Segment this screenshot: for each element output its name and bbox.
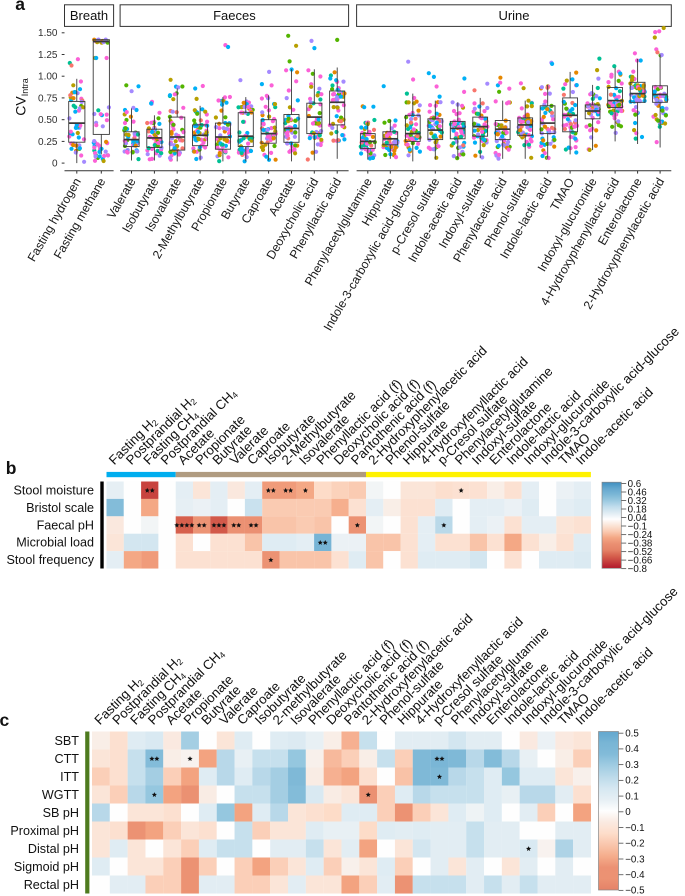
svg-text:c: c (0, 710, 10, 730)
svg-text:0.4: 0.4 (625, 744, 639, 755)
svg-text:b: b (6, 458, 17, 478)
svg-text:0.75: 0.75 (38, 93, 58, 104)
svg-text:Distal pH: Distal pH (28, 842, 79, 856)
svg-text:−0.3: −0.3 (625, 854, 645, 865)
svg-text:Stool frequency: Stool frequency (6, 553, 94, 567)
svg-text:0: 0 (625, 807, 631, 818)
svg-text:Rectal pH: Rectal pH (24, 878, 79, 892)
svg-text:0.6: 0.6 (628, 479, 642, 490)
svg-text:Faecal pH: Faecal pH (37, 518, 94, 532)
svg-text:1.00: 1.00 (38, 72, 58, 83)
svg-text:1.25: 1.25 (38, 50, 58, 61)
svg-text:−0.52: −0.52 (628, 547, 653, 558)
svg-text:0.50: 0.50 (38, 115, 58, 126)
svg-text:CTT: CTT (55, 752, 80, 766)
svg-text:Bristol scale: Bristol scale (26, 501, 94, 515)
svg-text:−0.24: −0.24 (628, 530, 653, 541)
svg-text:−0.2: −0.2 (625, 839, 644, 850)
svg-text:Proximal pH: Proximal pH (10, 824, 79, 838)
svg-text:a: a (15, 0, 25, 14)
svg-text:0.2: 0.2 (625, 776, 639, 787)
svg-text:1.50: 1.50 (38, 28, 58, 39)
svg-text:WGTT: WGTT (42, 788, 79, 802)
svg-text:−0.1: −0.1 (625, 823, 644, 834)
svg-text:Urine: Urine (498, 8, 529, 23)
svg-text:Faeces: Faeces (213, 8, 256, 23)
svg-text:SB pH: SB pH (43, 806, 79, 820)
svg-text:−0.4: −0.4 (625, 870, 645, 881)
svg-text:0: 0 (52, 159, 58, 170)
svg-text:0.04: 0.04 (628, 513, 648, 524)
svg-text:−0.8: −0.8 (628, 564, 648, 575)
svg-text:0.46: 0.46 (628, 487, 648, 498)
svg-text:Microbial load: Microbial load (16, 536, 94, 550)
svg-text:−0.38: −0.38 (628, 538, 653, 549)
svg-text:0.1: 0.1 (625, 791, 639, 802)
svg-text:−0.1: −0.1 (628, 521, 647, 532)
svg-text:Breath: Breath (70, 8, 108, 23)
svg-text:−0.66: −0.66 (628, 555, 653, 566)
svg-text:0.3: 0.3 (625, 760, 639, 771)
svg-text:0.32: 0.32 (628, 496, 647, 507)
svg-text:0.5: 0.5 (625, 729, 639, 740)
svg-text:Sigmoid pH: Sigmoid pH (14, 860, 79, 874)
svg-text:−0.5: −0.5 (625, 886, 645, 896)
svg-text:0.25: 0.25 (38, 137, 58, 148)
svg-text:SBT: SBT (55, 734, 80, 748)
svg-text:0.18: 0.18 (628, 504, 648, 515)
svg-text:Stool moisture: Stool moisture (14, 484, 95, 498)
svg-text:ITT: ITT (60, 770, 79, 784)
